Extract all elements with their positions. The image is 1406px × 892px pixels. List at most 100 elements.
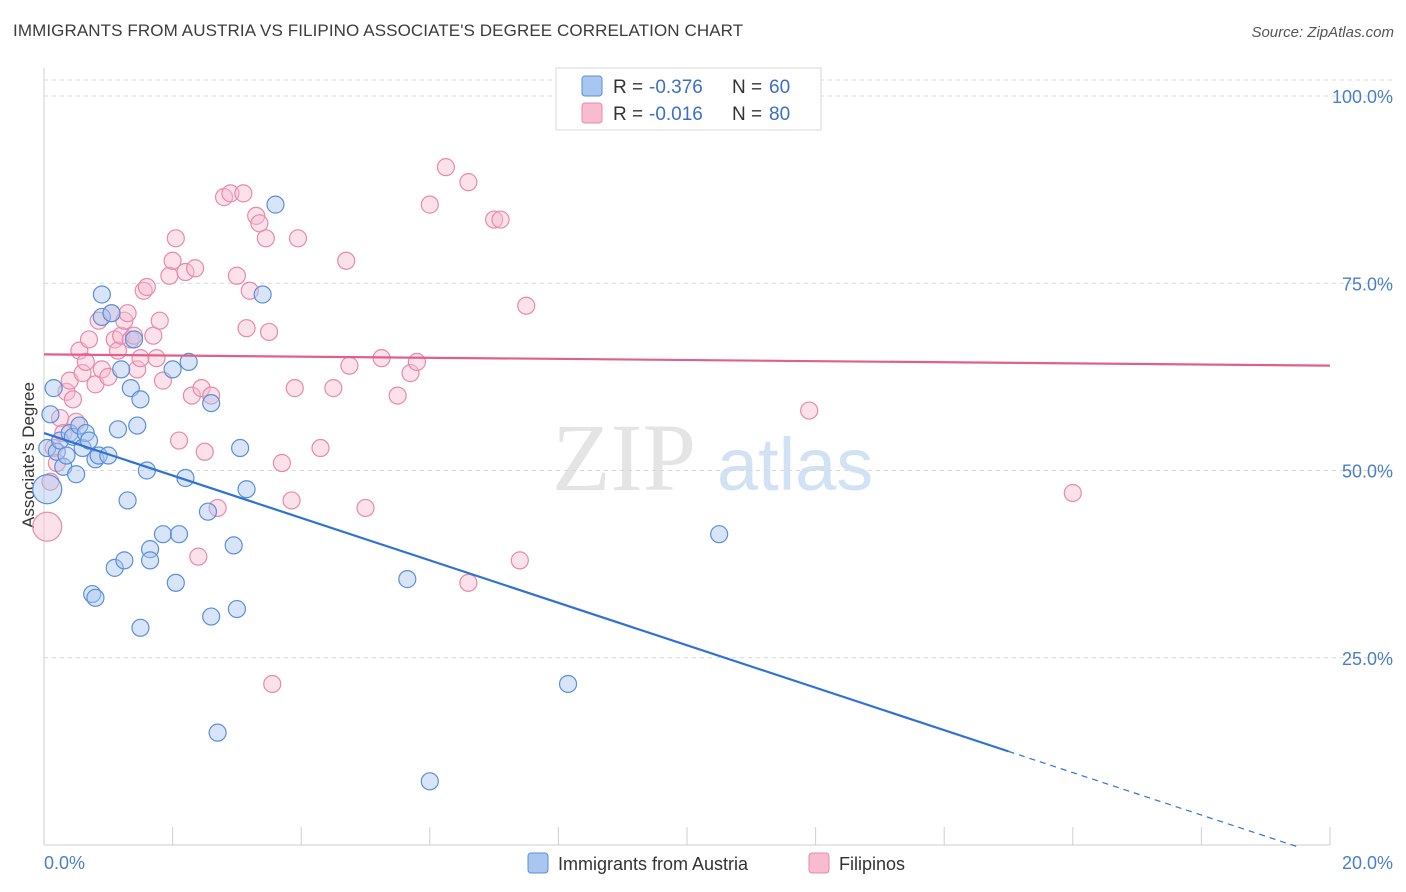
data-point xyxy=(263,674,282,694)
data-point xyxy=(485,210,504,229)
data-point xyxy=(202,386,221,405)
watermark: ZIP atlas xyxy=(552,404,873,511)
legend-n-value-2: 80 xyxy=(769,104,790,125)
data-point xyxy=(272,453,292,473)
series-label-filipinos: Filipinos xyxy=(839,854,905,874)
data-point xyxy=(259,322,279,342)
y-tick-label: 75.0% xyxy=(1342,274,1393,294)
data-point xyxy=(186,259,205,278)
data-point xyxy=(118,491,137,510)
data-point xyxy=(32,474,63,505)
data-point xyxy=(105,558,124,577)
data-point xyxy=(76,352,95,371)
data-point xyxy=(208,723,227,742)
data-point xyxy=(237,319,256,338)
legend-r-label-2: R = xyxy=(613,104,643,125)
trend-lines xyxy=(43,353,1331,848)
data-point xyxy=(324,379,343,398)
y-axis-title: Associate's Degree xyxy=(19,382,38,528)
data-point xyxy=(32,511,63,542)
y-tick-label: 100.0% xyxy=(1332,87,1393,107)
data-point xyxy=(86,588,105,607)
data-point xyxy=(710,525,729,544)
data-point xyxy=(144,326,163,345)
data-point xyxy=(163,251,182,270)
data-point xyxy=(189,547,208,566)
data-point xyxy=(388,386,407,405)
legend-r-label-1: R = xyxy=(613,77,643,98)
data-point xyxy=(150,311,169,330)
series-legend: Immigrants from Austria Filipinos xyxy=(527,852,905,874)
filipinos-trend-line xyxy=(43,353,1331,367)
data-point xyxy=(266,195,285,214)
austria-points xyxy=(32,195,729,791)
data-point xyxy=(131,390,150,409)
data-point xyxy=(250,214,269,233)
data-point xyxy=(202,607,221,626)
legend-n-label-2: N = xyxy=(732,104,762,125)
data-point xyxy=(356,498,375,518)
data-point xyxy=(137,277,156,297)
data-point xyxy=(237,480,256,499)
data-point xyxy=(44,379,63,398)
data-point xyxy=(491,210,510,229)
data-point xyxy=(41,405,60,424)
austria-trend-line xyxy=(43,432,1009,753)
y-tick-labels: 25.0% 50.0% 75.0% 100.0% xyxy=(1332,87,1393,669)
watermark-atlas: atlas xyxy=(717,423,873,506)
data-point xyxy=(124,330,144,349)
data-point xyxy=(407,352,427,371)
watermark-zip: ZIP xyxy=(552,404,696,511)
data-point xyxy=(169,525,189,544)
data-point xyxy=(63,390,83,409)
axes xyxy=(43,68,1331,846)
data-point xyxy=(208,498,227,518)
data-point xyxy=(256,229,275,248)
series-swatch-filipinos xyxy=(808,852,830,874)
data-point xyxy=(67,465,86,484)
data-point xyxy=(140,551,160,570)
data-point xyxy=(92,307,111,327)
data-point xyxy=(179,352,198,371)
data-point xyxy=(89,446,108,465)
data-point xyxy=(398,570,417,589)
data-point xyxy=(128,416,147,435)
data-point xyxy=(192,379,211,398)
data-point xyxy=(153,525,173,544)
data-point xyxy=(182,386,201,405)
data-point xyxy=(436,158,455,177)
data-point xyxy=(510,551,529,570)
data-point xyxy=(224,536,243,555)
data-point xyxy=(282,491,301,510)
data-point xyxy=(166,573,185,592)
data-point xyxy=(227,266,246,285)
data-point xyxy=(231,438,250,458)
series-swatch-austria xyxy=(527,852,549,874)
legend-r-value-2: -0.016 xyxy=(649,104,703,125)
x-tick-label: 0.0% xyxy=(44,853,85,873)
data-point xyxy=(131,618,150,637)
data-point xyxy=(92,360,111,379)
data-point xyxy=(288,229,308,248)
chart-title: IMMIGRANTS FROM AUSTRIA VS FILIPINO ASSO… xyxy=(13,21,744,40)
data-point xyxy=(195,442,214,461)
data-point xyxy=(202,393,221,413)
data-point xyxy=(227,599,246,619)
data-point xyxy=(92,285,111,304)
data-point xyxy=(337,251,356,270)
data-point xyxy=(79,330,99,349)
data-point xyxy=(41,472,60,491)
data-point xyxy=(118,304,137,323)
austria-trend-extension xyxy=(1008,750,1299,848)
data-point xyxy=(420,195,439,214)
data-point xyxy=(234,184,253,203)
data-point xyxy=(166,229,185,248)
data-point xyxy=(420,772,439,791)
x-tick-labels: 0.0% 20.0% xyxy=(44,853,1393,873)
data-point xyxy=(401,364,420,383)
data-point xyxy=(221,184,240,203)
stats-legend: R = -0.376 N = 60 R = -0.016 N = 80 xyxy=(555,67,822,131)
data-point xyxy=(163,360,182,379)
data-point xyxy=(160,266,179,285)
data-point xyxy=(517,296,536,315)
